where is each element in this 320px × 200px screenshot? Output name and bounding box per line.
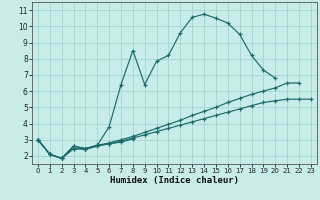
X-axis label: Humidex (Indice chaleur): Humidex (Indice chaleur) (110, 176, 239, 185)
